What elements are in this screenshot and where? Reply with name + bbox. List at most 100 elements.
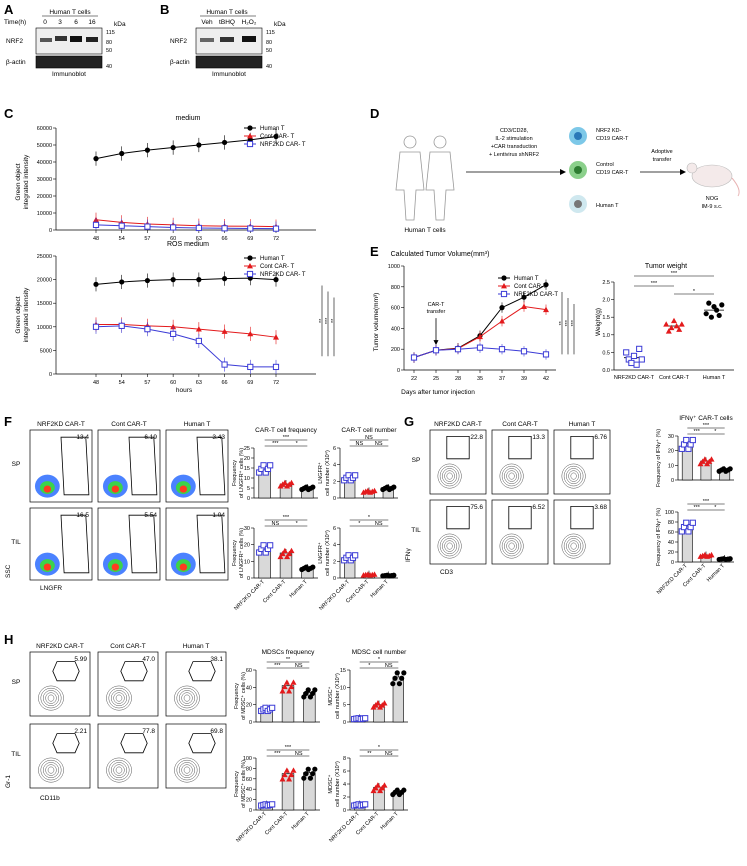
bar-data-point: [267, 542, 274, 549]
x-tick-label: 63: [196, 380, 202, 386]
bar-data-point: [394, 787, 400, 793]
y-tick-label: 2: [343, 795, 346, 801]
bar-data-point: [362, 715, 369, 722]
y-tick-label: 1000: [388, 264, 400, 270]
panel-b-lane-h2o2: H₂O₂: [242, 19, 257, 26]
y-tick-label: 0: [333, 496, 336, 502]
flow-gate: [446, 505, 470, 530]
bar-data-point: [374, 700, 381, 706]
sig-label: **: [331, 318, 337, 323]
data-point: [195, 337, 202, 345]
y-tick-label: 4: [333, 543, 336, 549]
y-tick-label: 40: [246, 685, 252, 691]
flow-gate-percent: 6.19: [144, 434, 157, 441]
data-point: [708, 314, 715, 320]
bar-data-point: [310, 771, 316, 777]
data-point: [671, 317, 677, 324]
flow-contour: [47, 766, 55, 774]
series-line-0: [95, 277, 277, 285]
sig-label: ***: [272, 441, 279, 447]
bar-y-label: MDSC⁺: [327, 774, 334, 793]
bar-y-label: Frequency: [234, 683, 240, 709]
flow-contour: [45, 692, 57, 704]
data-point: [668, 324, 675, 331]
panel-d-step-4: + Lentivirus shNRF2: [489, 152, 539, 158]
bar-x-label: Cont CAR-T: [262, 579, 288, 605]
panel-c-chart-ros: ROS medium Green object integrated inten…: [15, 241, 337, 394]
y-tick-label: 20: [668, 550, 674, 556]
legend-label: Human T: [514, 276, 539, 282]
y-tick-label: 1.5: [602, 315, 610, 321]
flow-gate: [570, 505, 594, 530]
flow-gate: [128, 514, 158, 574]
flow-row-label: TIL: [411, 527, 421, 534]
bar-data-point: [683, 519, 690, 526]
bar-data-point: [371, 571, 378, 577]
panel-h-letter: H: [4, 632, 13, 647]
data-point: [703, 311, 709, 317]
data-point: [499, 305, 505, 311]
y-tick-label: 800: [391, 285, 400, 291]
y-tick-label: 10: [244, 559, 250, 565]
y-tick-label: 80: [668, 520, 674, 526]
flow-contour: [501, 465, 522, 487]
data-point: [521, 294, 527, 300]
flow-plot-frame: [553, 499, 611, 565]
bar-y-label: MDSC⁺: [327, 686, 334, 705]
panel-b-kda: kDa: [274, 21, 286, 28]
series-line-1: [96, 323, 277, 338]
panel-a-footer: Immunoblot: [52, 71, 86, 78]
bar-data-point: [269, 801, 276, 808]
x-tick-label: 57: [144, 236, 150, 242]
flow-gate-percent: 16.5: [76, 512, 89, 519]
y-tick-label: 20: [246, 703, 252, 709]
data-point: [498, 346, 506, 353]
y-tick-label: 8: [343, 756, 346, 762]
flow-contour: [113, 764, 125, 776]
bar-data-point: [392, 675, 398, 681]
y-tick-label: 60: [246, 777, 252, 783]
data-point: [247, 225, 254, 232]
bar-y-label: Frequency of IFNγ⁺ (%): [655, 429, 662, 487]
data-point: [195, 326, 202, 332]
x-tick-label: 48: [93, 236, 99, 242]
flow-contour: [38, 757, 64, 783]
bar-chart-title: CAR-T cell frequency: [255, 427, 317, 434]
flow-contour: [561, 463, 586, 489]
flow-contour: [568, 470, 579, 482]
x-tick-label: 42: [543, 376, 549, 382]
flow-gate: [52, 661, 80, 682]
bar-data-point: [305, 766, 311, 772]
chart-c2-ylabel-1: Green object: [15, 296, 22, 333]
data-point: [170, 323, 177, 330]
flow-contour: [570, 542, 577, 550]
panel-a-kda: kDa: [114, 21, 126, 28]
y-tick-label: 40000: [37, 160, 52, 166]
mouse-icon: [686, 162, 740, 197]
bar-chart-title: MDSCs frequency: [262, 649, 315, 656]
y-tick-label: 0: [247, 576, 250, 582]
y-tick-label: 60: [668, 530, 674, 536]
bar-x-label: NRF2KD CAR-T: [318, 579, 351, 612]
panel-d-step-3: +CAR transduction: [491, 144, 537, 150]
flow-contour: [570, 472, 577, 480]
panel-a-marker-80: 80: [106, 40, 112, 46]
bar-data-point: [391, 572, 397, 578]
chart-e1-title: Calculated Tumor Volume(mm³): [391, 251, 490, 258]
flow-gate-percent: 3.68: [594, 504, 607, 511]
bar-data-point: [396, 681, 403, 687]
sig-label: ***: [283, 435, 290, 441]
y-tick-label: 15000: [37, 301, 52, 307]
data-point: [543, 282, 549, 288]
human-figure-icon: [395, 135, 455, 221]
flow-row-label: SP: [12, 679, 21, 686]
flow-contour: [499, 463, 524, 489]
legend-marker: [247, 125, 253, 131]
data-point: [247, 363, 254, 371]
data-point: [247, 330, 254, 337]
data-point: [221, 328, 228, 334]
sig-label: ***: [703, 423, 710, 429]
y-tick-label: 2.5: [602, 280, 610, 286]
legend-label: Human T: [260, 126, 285, 132]
y-tick-label: 10: [668, 463, 674, 469]
